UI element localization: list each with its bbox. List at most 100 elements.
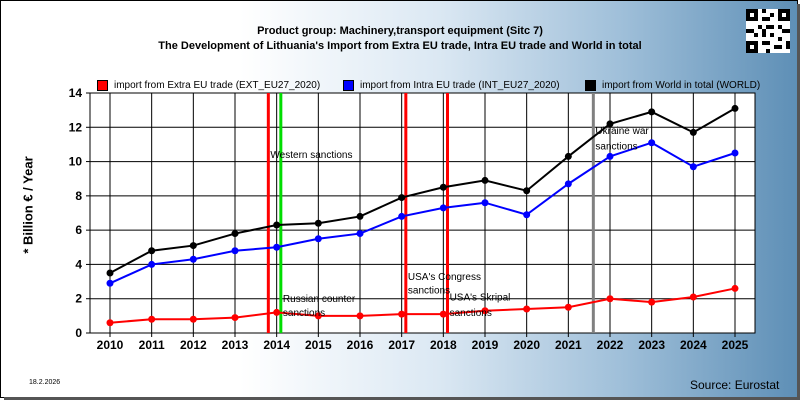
x-tick-label: 2013 xyxy=(222,338,249,352)
data-point xyxy=(273,221,281,229)
data-point xyxy=(356,212,364,220)
data-point xyxy=(398,212,406,220)
data-point xyxy=(231,314,239,322)
qr-code-icon xyxy=(746,9,790,53)
data-point xyxy=(106,279,114,287)
frame-shadow xyxy=(4,397,800,400)
x-tick-label: 2019 xyxy=(472,338,499,352)
x-tick-label: 2023 xyxy=(638,338,665,352)
data-point xyxy=(189,242,197,250)
annotation-label: sanctions xyxy=(450,308,492,319)
data-point xyxy=(439,204,447,212)
source-label: Source: Eurostat xyxy=(690,378,780,392)
x-tick-label: 2014 xyxy=(263,338,290,352)
x-tick-label: 2024 xyxy=(680,338,707,352)
data-point xyxy=(731,284,739,292)
x-tick-label: 2020 xyxy=(513,338,540,352)
legend-item-extra-eu: import from Extra EU trade (EXT_EU27_202… xyxy=(97,80,320,91)
data-point xyxy=(356,230,364,238)
x-tick-label: 2025 xyxy=(722,338,749,352)
annotation-label: USA's Skripal xyxy=(450,292,511,303)
data-point xyxy=(481,307,489,315)
data-point xyxy=(731,149,739,157)
x-tick-label: 2016 xyxy=(347,338,374,352)
data-point xyxy=(398,194,406,202)
annotation-label: Ukraine war xyxy=(595,126,649,137)
data-point xyxy=(481,176,489,184)
chart-title: Product group: Machinery,transport equip… xyxy=(257,25,543,37)
data-point xyxy=(689,293,697,301)
data-point xyxy=(731,104,739,112)
legend-label: import from World in total (WORLD) xyxy=(602,80,761,91)
annotation-label: sanctions xyxy=(408,286,450,297)
x-tick-label: 2018 xyxy=(430,338,457,352)
data-point xyxy=(523,305,531,313)
chart-subtitle: The Development of Lithuania's Import fr… xyxy=(158,40,642,52)
x-tick-label: 2015 xyxy=(305,338,332,352)
data-point xyxy=(606,152,614,160)
legend-swatch xyxy=(343,80,354,91)
annotation-label: Russian counter xyxy=(283,294,356,305)
y-tick-label: 0 xyxy=(75,326,82,340)
plot-border xyxy=(89,92,756,334)
x-tick-label: 2022 xyxy=(597,338,624,352)
data-point xyxy=(398,310,406,318)
y-tick-label: 8 xyxy=(75,189,82,203)
data-point xyxy=(231,230,239,238)
data-point xyxy=(148,315,156,323)
x-tick-label: 2017 xyxy=(388,338,415,352)
series-line xyxy=(109,287,736,324)
data-point xyxy=(106,319,114,327)
y-tick-label: 12 xyxy=(69,120,83,134)
data-point xyxy=(523,211,531,219)
data-point xyxy=(564,180,572,188)
y-tick-label: 6 xyxy=(75,223,82,237)
data-point xyxy=(481,199,489,207)
data-point xyxy=(314,312,322,320)
data-point xyxy=(564,152,572,160)
x-tick-label: 2010 xyxy=(97,338,124,352)
data-point xyxy=(439,310,447,318)
series-line xyxy=(109,141,736,285)
legend-item-world: import from World in total (WORLD) xyxy=(585,80,760,91)
series-line xyxy=(109,107,736,274)
data-point xyxy=(523,187,531,195)
y-tick-label: 4 xyxy=(75,257,82,271)
data-point xyxy=(273,308,281,316)
annotation-label: sanctions xyxy=(283,308,325,319)
legend-swatch xyxy=(97,80,108,91)
data-point xyxy=(106,269,114,277)
date-stamp: 18.2.2026 xyxy=(29,379,61,386)
x-tick-label: 2012 xyxy=(180,338,207,352)
data-point xyxy=(314,219,322,227)
legend-label: import from Extra EU trade (EXT_EU27_202… xyxy=(114,80,321,91)
data-point xyxy=(314,235,322,243)
data-point xyxy=(606,120,614,128)
annotation-label: USA's Congress xyxy=(408,272,481,283)
legend-swatch xyxy=(585,80,596,91)
data-point xyxy=(273,243,281,251)
legend-label: import from Intra EU trade (INT_EU27_202… xyxy=(360,80,560,91)
data-point xyxy=(148,260,156,268)
data-point xyxy=(689,128,697,136)
x-tick-label: 2011 xyxy=(139,338,165,352)
annotation-label: Western sanctions xyxy=(270,150,352,161)
data-point xyxy=(189,255,197,263)
data-point xyxy=(648,298,656,306)
data-point xyxy=(648,139,656,147)
data-point xyxy=(231,247,239,255)
data-point xyxy=(564,303,572,311)
data-point xyxy=(148,247,156,255)
data-point xyxy=(439,183,447,191)
data-point xyxy=(648,108,656,116)
frame-shadow xyxy=(797,4,800,400)
data-point xyxy=(189,315,197,323)
data-point xyxy=(606,295,614,303)
y-tick-label: 14 xyxy=(69,86,83,100)
x-tick-label: 2021 xyxy=(555,338,582,352)
y-tick-label: 10 xyxy=(69,155,83,169)
legend-item-intra-eu: import from Intra EU trade (INT_EU27_202… xyxy=(343,80,560,91)
data-point xyxy=(356,312,364,320)
y-tick-label: 2 xyxy=(75,292,82,306)
